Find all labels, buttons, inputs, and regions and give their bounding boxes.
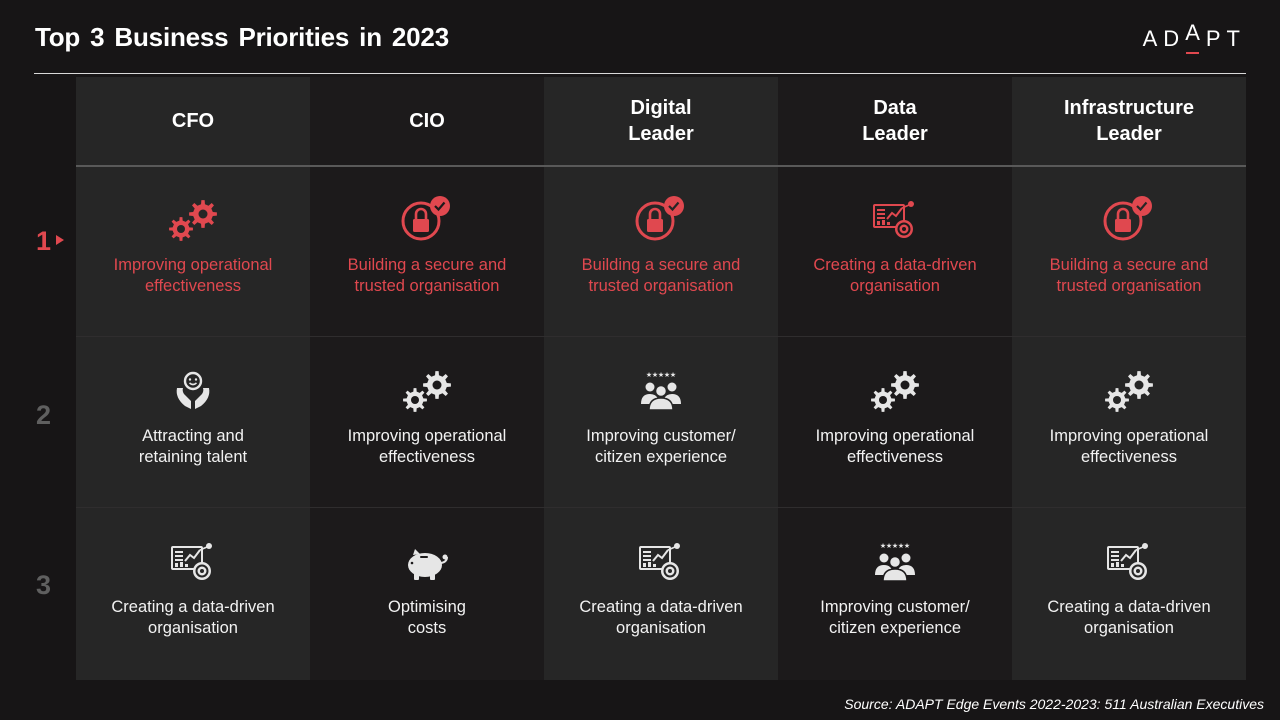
data-dashboard-icon — [1105, 533, 1153, 585]
secure-lock-icon — [631, 191, 691, 243]
priority-label: Building a secure and trusted organisati… — [347, 256, 507, 295]
svg-text:★: ★ — [880, 542, 886, 550]
piggy-bank-icon — [403, 533, 451, 585]
rank-1-label: 1 — [36, 226, 65, 257]
priority-cell: Improving operational effectiveness — [310, 362, 544, 468]
gears-icon — [397, 362, 457, 414]
priority-cell: Improving operational effectiveness — [76, 191, 310, 297]
svg-text:★: ★ — [904, 542, 910, 550]
column-header: Digital Leader — [628, 97, 694, 145]
column-header: CFO — [171, 110, 215, 132]
gears-icon — [865, 362, 925, 414]
priority-cell: Creating a data-driven organisation — [76, 533, 310, 639]
column-header: Data Leader — [862, 97, 928, 145]
rank-2-label: 2 — [36, 400, 52, 430]
priority-label: Optimising costs — [388, 598, 466, 637]
customers-stars-icon: ★ ★ ★ ★ ★ — [639, 362, 683, 414]
priority-label: Improving operational effectiveness — [815, 427, 975, 466]
priority-label: Creating a data-driven organisation — [579, 598, 743, 637]
priority-label: Improving operational effectiveness — [113, 256, 273, 295]
priority-cell: Creating a data-driven organisation — [1012, 533, 1246, 639]
priority-label: Attracting and retaining talent — [138, 427, 248, 466]
priority-cell: Improving operational effectiveness — [778, 362, 1012, 468]
priority-label: Improving customer/ citizen experience — [820, 598, 970, 637]
priority-cell: Creating a data-driven organisation — [778, 191, 1012, 297]
rank-pointer-icon — [56, 234, 65, 245]
priority-label: Creating a data-driven organisation — [813, 256, 977, 295]
priority-column: Infrastructure Leader Building a secure … — [1012, 77, 1246, 680]
adapt-logo: AD A PT — [1142, 20, 1246, 54]
priority-cell: Building a secure and trusted organisati… — [544, 191, 778, 297]
logo-text-end: PT — [1205, 26, 1246, 51]
priority-label: Creating a data-driven organisation — [1047, 598, 1211, 637]
priority-cell: ★ ★ ★ ★ ★ Improving customer/ citizen experi… — [778, 533, 1012, 639]
column-header: Infrastructure Leader — [1063, 97, 1195, 145]
svg-text:★: ★ — [646, 371, 652, 379]
svg-text:★: ★ — [652, 371, 658, 379]
priority-cell: Building a secure and trusted organisati… — [310, 191, 544, 297]
priority-column: Digital Leader Building a secure and tru… — [544, 77, 778, 680]
secure-lock-icon — [1099, 191, 1159, 243]
priority-cell: Attracting and retaining talent — [76, 362, 310, 468]
priority-cell: ★ ★ ★ ★ ★ Improving customer/ citizen experi… — [544, 362, 778, 468]
svg-text:★: ★ — [886, 542, 892, 550]
row-divider — [76, 336, 1246, 337]
svg-text:★: ★ — [658, 371, 664, 379]
data-dashboard-icon — [169, 533, 217, 585]
priority-column: CIO Building a secure and trusted organi… — [310, 77, 544, 680]
priority-cell: Optimising costs — [310, 533, 544, 639]
priority-label: Improving operational effectiveness — [347, 427, 507, 466]
column-header: CIO — [409, 110, 445, 132]
priorities-grid: CFO Improving operational effectiveness … — [76, 77, 1246, 680]
priority-label: Improving operational effectiveness — [1049, 427, 1209, 466]
svg-text:★: ★ — [664, 371, 670, 379]
logo-text-start: AD — [1142, 26, 1186, 51]
priority-cell: Improving operational effectiveness — [1012, 362, 1246, 468]
hands-person-icon — [171, 362, 215, 414]
priority-column: Data Leader Creating a data-driven organ… — [778, 77, 1012, 680]
svg-text:★: ★ — [892, 542, 898, 550]
data-dashboard-icon — [637, 533, 685, 585]
gears-icon — [163, 191, 223, 243]
priority-label: Building a secure and trusted organisati… — [1049, 256, 1209, 295]
page-title: Top 3 Business Priorities in 2023 — [35, 22, 449, 52]
rank-3-label: 3 — [36, 570, 52, 600]
priority-cell: Creating a data-driven organisation — [544, 533, 778, 639]
data-dashboard-icon — [871, 191, 919, 243]
logo-accent-letter: A — [1185, 20, 1206, 54]
gears-icon — [1099, 362, 1159, 414]
row-divider — [76, 507, 1246, 508]
svg-text:★: ★ — [670, 371, 676, 379]
source-note: Source: ADAPT Edge Events 2022-2023: 511… — [844, 696, 1264, 712]
priority-label: Building a secure and trusted organisati… — [581, 256, 741, 295]
title-divider — [34, 73, 1246, 74]
priority-cell: Building a secure and trusted organisati… — [1012, 191, 1246, 297]
priority-column: CFO Improving operational effectiveness … — [76, 77, 310, 680]
priority-label: Creating a data-driven organisation — [111, 598, 275, 637]
header-divider — [76, 165, 1246, 167]
priority-label: Improving customer/ citizen experience — [586, 427, 736, 466]
svg-text:★: ★ — [898, 542, 904, 550]
customers-stars-icon: ★ ★ ★ ★ ★ — [873, 533, 917, 585]
secure-lock-icon — [397, 191, 457, 243]
